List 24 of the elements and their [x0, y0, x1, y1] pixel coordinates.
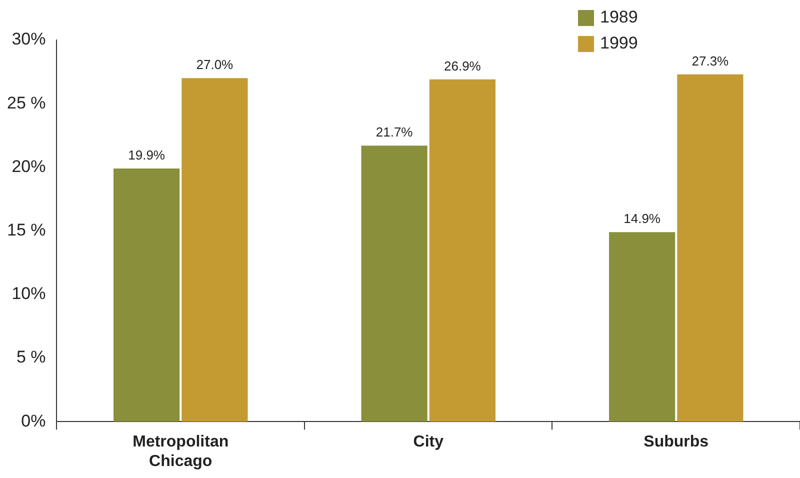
data-label: 19.9% — [128, 148, 166, 163]
legend-label: 1999 — [600, 34, 638, 53]
y-tick-label: 25 % — [7, 93, 46, 112]
data-label: 21.7% — [376, 124, 414, 140]
y-tick-label: 30% — [12, 30, 46, 49]
bar — [114, 168, 180, 422]
bar — [677, 74, 744, 422]
data-label: 27.0% — [196, 57, 234, 72]
y-tick-label: 10% — [12, 284, 46, 304]
y-tick-label: 20% — [12, 156, 46, 176]
x-tick-label: Suburbs — [644, 434, 709, 451]
bar — [182, 78, 248, 422]
legend-label: 1989 — [600, 8, 638, 27]
x-tick-label: City — [413, 434, 444, 451]
data-label: 14.9% — [624, 211, 661, 226]
bar — [361, 146, 428, 422]
y-tick-label: 5 % — [16, 348, 46, 367]
x-tick-label: Metropolitan Chicago — [132, 434, 229, 470]
data-label: 26.9% — [444, 58, 482, 74]
bar — [429, 79, 496, 422]
y-tick-label: 15 % — [7, 220, 46, 240]
data-label: 27.3% — [692, 53, 730, 68]
bar — [609, 232, 676, 422]
y-tick-label: 0% — [21, 411, 46, 430]
